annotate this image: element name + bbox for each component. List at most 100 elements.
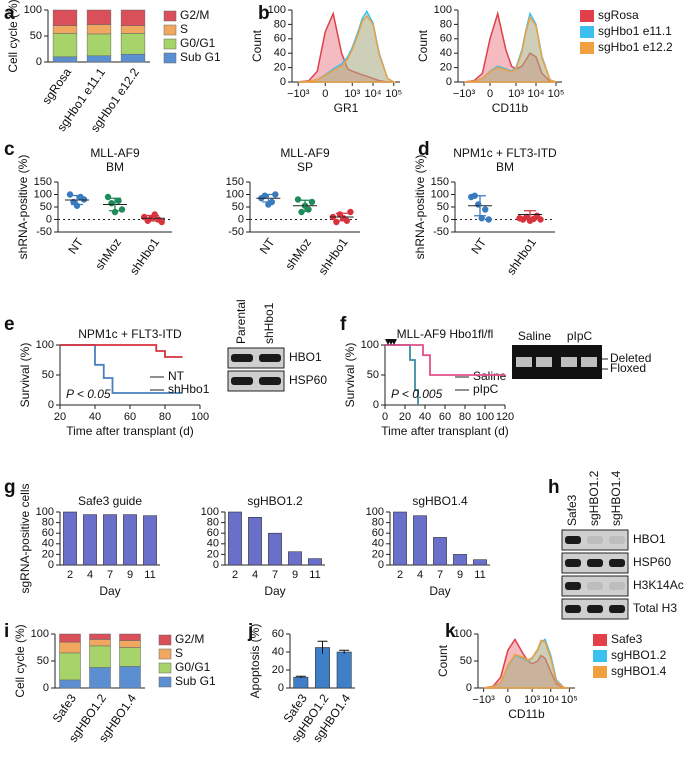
- bar-segment: [119, 666, 141, 689]
- y-tick-label: -50: [36, 226, 52, 238]
- gel-lane: [561, 357, 577, 367]
- y-tick-label: 20: [440, 62, 452, 74]
- legend-label: sgHbo1 e11.1: [598, 24, 672, 38]
- legend-label: sgHbo1 e12.2: [598, 40, 673, 54]
- y-tick-label: 100: [366, 506, 384, 518]
- row-label: HSP60: [633, 555, 671, 569]
- legend-label: G2/M: [180, 8, 209, 22]
- y-tick-label: 60: [207, 527, 219, 539]
- x-tick-label: −10³: [472, 694, 495, 706]
- legend-swatch: [593, 634, 607, 646]
- x-tick-label: shHbo1: [127, 235, 162, 277]
- blot-band: [587, 559, 603, 567]
- y-tick-label: 100: [361, 339, 379, 351]
- bar: [123, 514, 137, 566]
- legend-label: G0/G1: [175, 660, 211, 674]
- bar-segment: [59, 633, 81, 643]
- legend-label: Sub G1: [175, 674, 216, 688]
- panel-letter: a: [4, 3, 15, 24]
- x-tick-label: 40: [89, 411, 101, 423]
- x-tick-label: 0: [505, 694, 511, 706]
- y-tick-label: 100: [34, 188, 52, 200]
- legend-label: sgHBO1.2: [611, 648, 667, 662]
- blot-band: [259, 377, 281, 385]
- data-point: [108, 200, 115, 207]
- panel-letter: k: [445, 621, 456, 642]
- x-tick-label: 4: [417, 569, 423, 581]
- x-tick-label: shMoz: [282, 236, 314, 273]
- legend-label: S: [180, 22, 188, 36]
- x-tick-label: 20: [399, 411, 411, 423]
- bar-segment: [89, 667, 111, 689]
- x-tick-label: 7: [107, 569, 113, 581]
- x-tick-label: 10⁵: [385, 88, 402, 100]
- x-tick-label: 80: [159, 411, 171, 423]
- bar-segment: [119, 647, 141, 667]
- legend-swatch: [163, 52, 177, 64]
- y-tick-label: 0: [238, 213, 244, 225]
- bar: [268, 532, 282, 566]
- x-axis-label: Time after transplant (d): [381, 424, 509, 438]
- x-tick-label: 100: [476, 411, 494, 423]
- chart-title: MLL-AF9: [90, 146, 140, 160]
- y-tick-label: 40: [272, 646, 284, 658]
- chart-title: MLL-AF9 Hbo1fl/fl: [397, 327, 494, 341]
- panel-letter: c: [4, 139, 15, 160]
- x-tick-label: 11: [474, 569, 485, 581]
- y-tick-label: 80: [372, 517, 384, 529]
- legend-swatch: [580, 10, 594, 22]
- y-tick-label: 0: [213, 559, 219, 571]
- y-tick-label: 40: [42, 538, 54, 550]
- bar-segment: [89, 645, 111, 668]
- y-tick-label: 0: [278, 682, 284, 694]
- legend-swatch: [158, 676, 172, 688]
- blot-band: [609, 536, 625, 544]
- blot-band: [587, 582, 603, 590]
- y-axis-label: Count: [436, 644, 450, 677]
- y-tick-label: 0: [378, 559, 384, 571]
- y-tick-label: 50: [367, 369, 379, 381]
- x-tick-label: 0: [382, 411, 388, 423]
- y-tick-label: 0: [373, 399, 379, 411]
- column-label: sgHBO1.2: [587, 470, 601, 526]
- legend-label: S: [175, 646, 183, 660]
- error-bar: [317, 640, 328, 654]
- y-tick-label: 50: [42, 369, 54, 381]
- chart-title: sgHBO1.4: [412, 494, 468, 508]
- blot-band: [565, 582, 581, 590]
- bar-segment: [52, 33, 78, 58]
- survival-curve: [60, 344, 183, 394]
- bar-segment: [86, 9, 112, 25]
- column-label: Parental: [234, 299, 248, 344]
- x-tick-label: 11: [309, 569, 320, 581]
- y-tick-label: 50: [30, 30, 42, 42]
- blot-band: [609, 605, 625, 613]
- data-point: [115, 197, 122, 204]
- annotation: P < 0.05: [66, 387, 111, 401]
- y-axis-label: Cell cycle (%): [13, 624, 27, 697]
- x-tick-label: shHbo1: [504, 235, 539, 277]
- histogram-curve: [463, 15, 557, 83]
- x-tick-label: 9: [292, 569, 298, 581]
- bar: [336, 651, 352, 689]
- bar-segment: [89, 639, 111, 647]
- bar-segment: [86, 33, 112, 57]
- bar-segment: [86, 55, 112, 63]
- x-tick-label: 10⁴: [542, 694, 559, 706]
- row-label: HSP60: [289, 373, 327, 387]
- gel-lane: [581, 357, 597, 367]
- data-point: [482, 206, 489, 213]
- sd-bar: [109, 197, 121, 212]
- gel-lane: [536, 357, 552, 367]
- injection-marker: [391, 339, 397, 345]
- sd-bar: [262, 193, 275, 203]
- chart-title: sgHBO1.2: [247, 494, 303, 508]
- legend-swatch: [593, 650, 607, 662]
- bar-segment: [89, 633, 111, 640]
- y-axis-label: Cell cycle (%): [6, 0, 20, 73]
- y-tick-label: 20: [274, 62, 286, 74]
- row-label: Deleted: [610, 351, 651, 365]
- legend-label: G0/G1: [180, 36, 216, 50]
- x-tick-label: 10³: [344, 88, 360, 100]
- bar-segment: [59, 641, 81, 654]
